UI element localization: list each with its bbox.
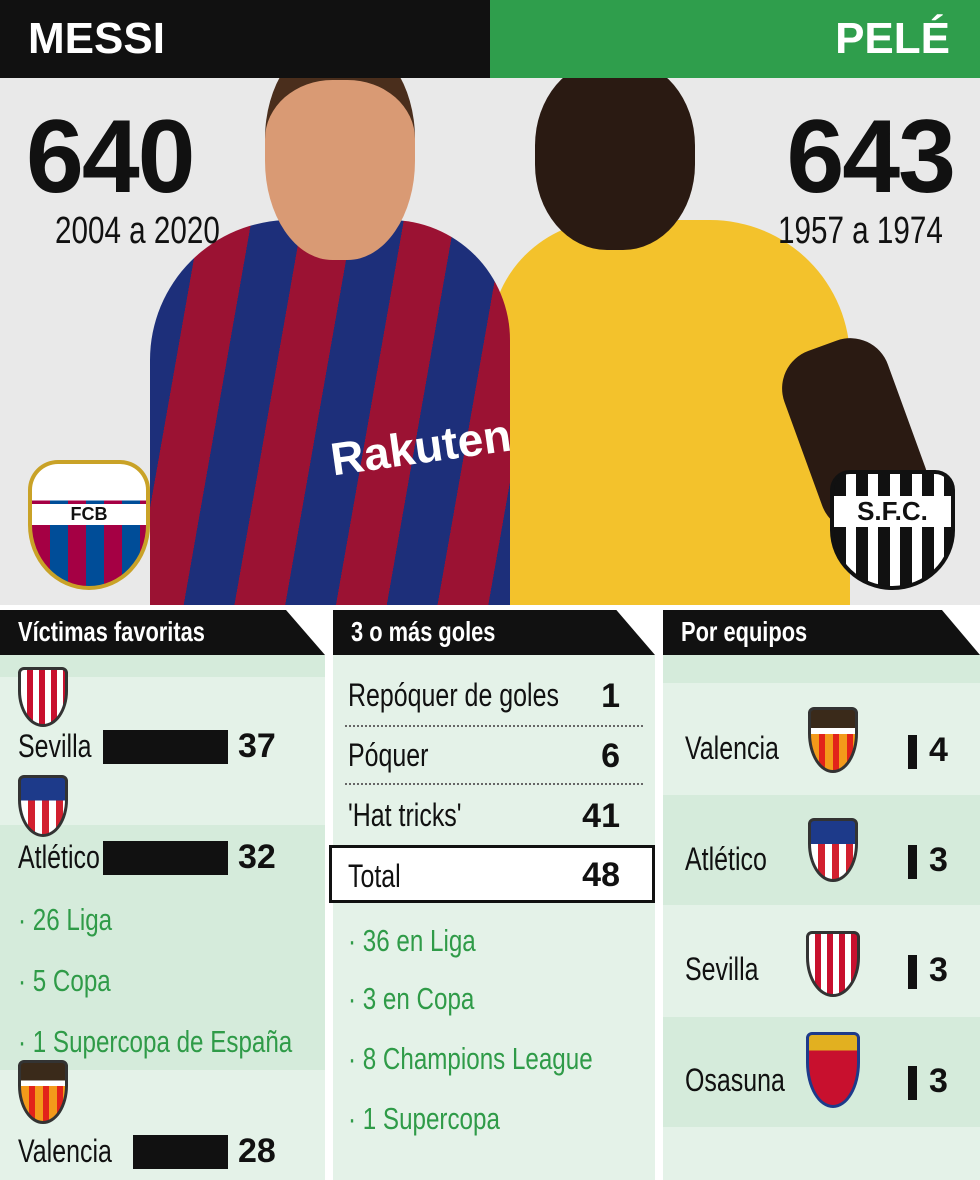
count-bar [908,735,917,769]
count-bar [908,1066,917,1100]
count-bar [908,845,917,879]
goals-bar [103,841,228,875]
total-box: Total 48 [329,845,655,903]
pele-years: 1957 a 1974 [778,210,943,252]
victims-panel: Sevilla 37 Atlético 32 · 26 Liga · 5 Cop… [0,655,325,1180]
atletico-crest-icon [808,818,858,882]
messi-total: 640 [26,99,196,215]
messi-name: MESSI [28,14,165,63]
messi-photo [150,220,510,605]
team-name: Sevilla [18,728,92,764]
team-name: Atlético [18,839,100,875]
goals-value: 37 [238,727,276,765]
pele-header [490,0,980,78]
by-team-panel: Valencia 4 Atlético 3 Sevilla 3 Osasuna … [663,655,980,1180]
hattricks-panel: Repóquer de goles 1 Póquer 6 'Hat tricks… [329,655,655,1180]
goals-bar [103,730,228,764]
by-team-header: Por equipos [663,610,980,655]
hero-banner: Rakuten MESSI PELÉ 640 643 2004 a 2020 1… [0,0,980,605]
messi-header [0,0,490,78]
hattricks-header: 3 o más goles [333,610,655,655]
sevilla-crest-icon [806,931,860,997]
valencia-crest-icon [808,707,858,773]
valencia-crest-icon [18,1060,68,1124]
pele-head [535,60,695,250]
barcelona-crest: FCB [28,460,150,590]
goals-value: 28 [238,1132,276,1170]
messi-years: 2004 a 2020 [55,210,220,252]
count-bar [908,955,917,989]
goals-value: 32 [238,838,276,876]
sevilla-crest-icon [18,667,68,727]
atletico-crest-icon [18,775,68,837]
santos-crest: S.F.C. [830,470,955,590]
goals-bar [133,1135,228,1169]
victims-header: Víctimas favoritas [0,610,325,655]
pele-name: PELÉ [835,14,950,63]
osasuna-crest-icon [806,1032,860,1108]
team-name: Valencia [18,1133,112,1169]
pele-total: 643 [786,99,956,215]
